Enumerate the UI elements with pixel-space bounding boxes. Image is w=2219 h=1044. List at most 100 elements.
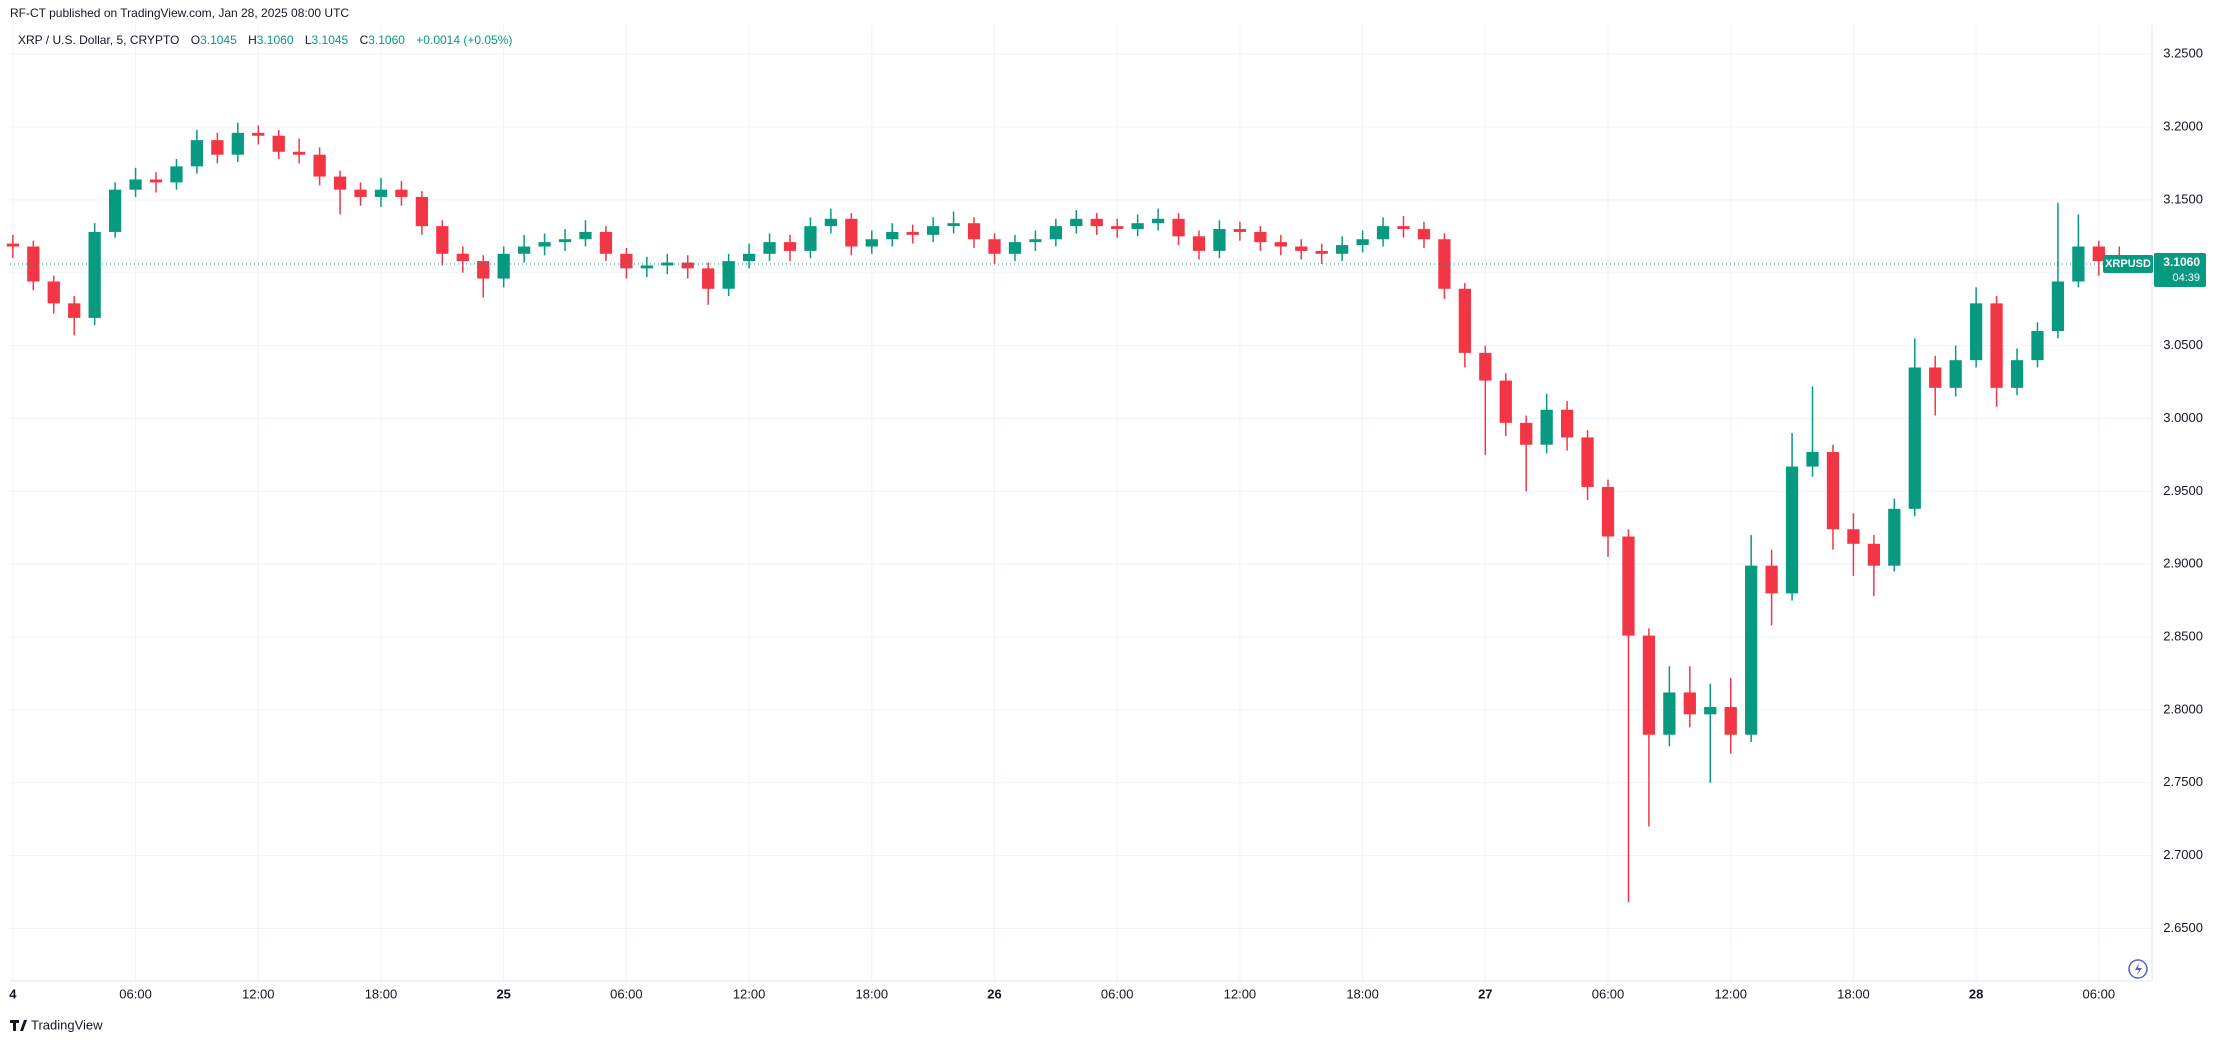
candle-body [2010, 360, 2024, 388]
candle-body [1254, 231, 1267, 243]
o-label: O [191, 33, 200, 47]
candle-body [1581, 437, 1594, 487]
candle-body [742, 253, 756, 262]
y-tick-label: 2.6500 [2163, 920, 2203, 935]
candle-body [1397, 226, 1410, 230]
x-tick-label: 28 [1969, 986, 1983, 1001]
candle-body [456, 253, 469, 262]
candle-body [1560, 409, 1574, 438]
candle-body [27, 246, 40, 282]
candle-body [231, 132, 244, 155]
x-tick-label: 26 [987, 986, 1001, 1001]
candle-body [661, 262, 674, 266]
price-tag: XRPUSD 3.1060 04:39 [2103, 253, 2206, 287]
x-tick-label: 18:00 [856, 986, 889, 1001]
x-tick-label: 4 [9, 986, 17, 1001]
candle-body [2092, 246, 2105, 262]
candle-body [1683, 692, 1696, 715]
candle-body [640, 265, 653, 269]
brand: TradingView [31, 1017, 103, 1032]
icon-bolt[interactable] [2135, 963, 2142, 975]
x-tick-label: 06:00 [610, 986, 643, 1001]
candle-body [620, 253, 633, 269]
candle-body [415, 196, 429, 227]
icon-circle[interactable] [2128, 959, 2148, 979]
candle-body [88, 231, 101, 318]
x-tick-label: 06:00 [1101, 986, 1134, 1001]
x-tick-label: 12:00 [733, 986, 766, 1001]
candle-body [1192, 236, 1206, 251]
y-tick-label: 2.9500 [2163, 483, 2203, 498]
candle-body [988, 239, 1001, 254]
candle-body [1663, 692, 1676, 735]
candle-body [1131, 223, 1144, 230]
candle-body [1356, 239, 1369, 246]
brand-logo: TradingView [10, 1017, 103, 1032]
candle-body [1111, 226, 1124, 230]
candle-body [947, 223, 960, 227]
h-label: H [248, 33, 257, 47]
y-tick-label: 3.2500 [2163, 46, 2203, 61]
candle-body [702, 268, 715, 289]
candle-body [967, 223, 981, 240]
candle-body [395, 189, 408, 197]
candle-body [1417, 229, 1431, 240]
candle-body [1724, 707, 1737, 735]
replay-icon[interactable] [2128, 959, 2148, 979]
candle-body [170, 166, 183, 183]
candle-body [47, 281, 60, 304]
x-tick-label: 12:00 [1714, 986, 1747, 1001]
candle-body [579, 231, 592, 240]
candle-body [1704, 707, 1717, 715]
x-tick-label: 18:00 [365, 986, 398, 1001]
o-value: 3.1045 [200, 33, 237, 47]
candle-body [149, 179, 163, 183]
x-tick-label: 06:00 [2083, 986, 2116, 1001]
symbol: XRP / U.S. Dollar, 5, CRYPTO [18, 33, 179, 47]
x-tick-label: 12:00 [1224, 986, 1257, 1001]
candle-body [1376, 226, 1390, 240]
l-label: L [305, 33, 312, 47]
candle-body [1233, 229, 1247, 232]
candle-body [129, 179, 142, 190]
candle-body [804, 226, 817, 251]
y-tick-label: 3.1500 [2163, 191, 2203, 206]
candle-body [211, 140, 224, 155]
candle-body [272, 135, 285, 152]
candle-body [293, 151, 306, 155]
candle-body [722, 261, 735, 289]
candle-body [1479, 352, 1492, 381]
candle-body [1540, 409, 1553, 445]
y-tick-label: 2.7000 [2163, 847, 2203, 862]
change: +0.0014 (+0.05%) [416, 33, 512, 47]
y-tick-label: 2.8000 [2163, 701, 2203, 716]
candle-body [1315, 250, 1328, 254]
legend: XRP / U.S. Dollar, 5, CRYPTO O3.1045 H3.… [18, 33, 512, 47]
candle-body [68, 303, 81, 318]
candle-body [1745, 565, 1758, 735]
candle-body [190, 140, 204, 167]
candle-body [1274, 242, 1287, 247]
y-tick-label: 3.0500 [2163, 337, 2203, 352]
candle-body [845, 218, 858, 247]
candle-body [1213, 229, 1226, 251]
c-label: C [360, 33, 369, 47]
price-tag-value: 3.1060 [2163, 255, 2200, 269]
candles [6, 122, 2152, 903]
candle-body [1765, 565, 1778, 594]
candle-body [1090, 218, 1103, 227]
y-tick-label: 2.7500 [2163, 774, 2203, 789]
candle-body [436, 226, 449, 254]
candle-body [1847, 529, 1860, 544]
candle-body [865, 239, 878, 247]
candle-body [2031, 331, 2044, 361]
candle-body [1336, 245, 1349, 254]
logo-mark [10, 1020, 27, 1031]
y-tick-label: 3.2000 [2163, 118, 2203, 133]
candle-body [1295, 246, 1308, 251]
candle-body [1949, 360, 1962, 388]
candle-body [477, 261, 490, 279]
candle-body [1806, 451, 1819, 467]
